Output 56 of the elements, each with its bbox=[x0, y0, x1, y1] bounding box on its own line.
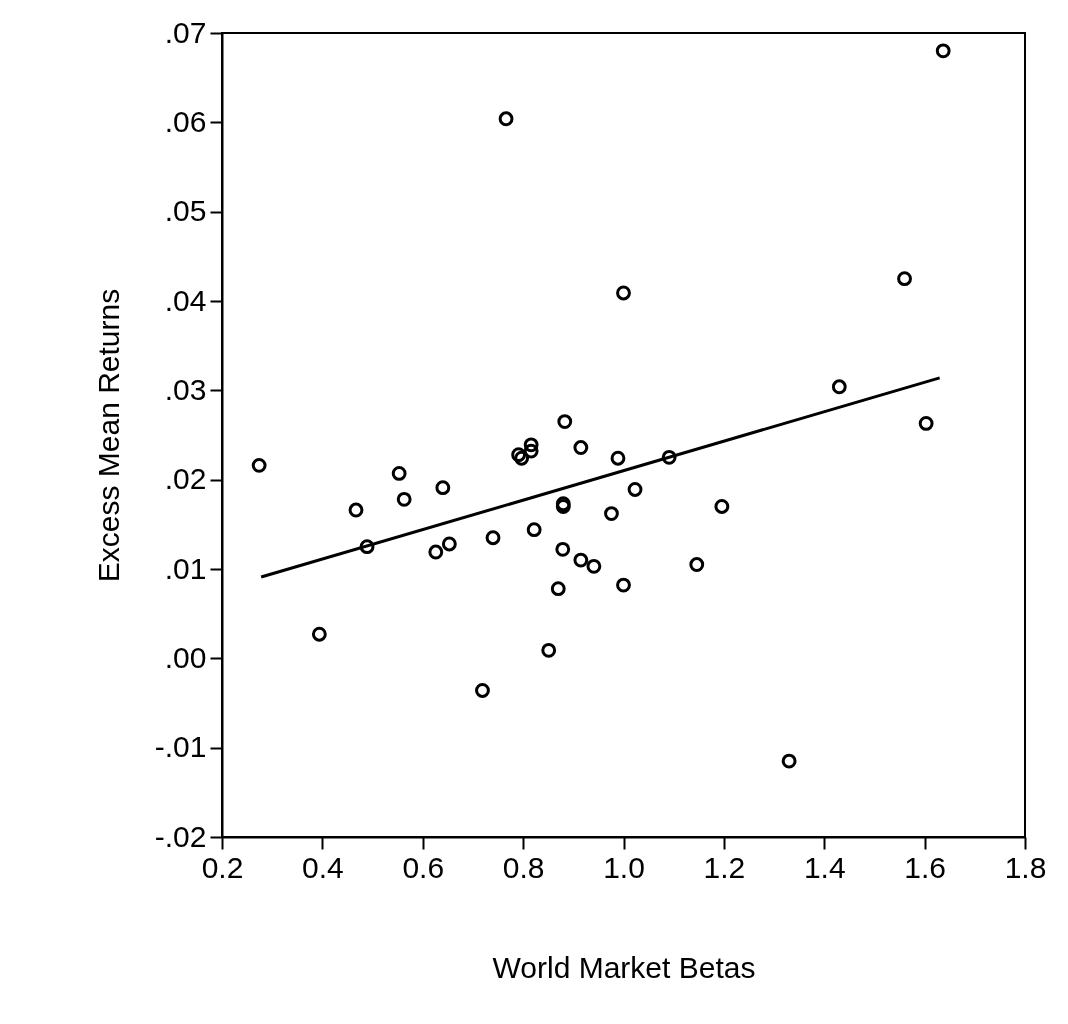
point bbox=[428, 544, 444, 560]
point bbox=[831, 379, 847, 395]
y-tick-label: -.01 bbox=[154, 730, 207, 764]
point bbox=[485, 530, 501, 546]
y-tick-label: .06 bbox=[164, 104, 207, 138]
point bbox=[391, 466, 407, 481]
point bbox=[610, 450, 626, 466]
x-tick-label: 0.4 bbox=[302, 850, 344, 884]
y-tick-label: .03 bbox=[164, 372, 207, 406]
point bbox=[573, 440, 589, 455]
point bbox=[475, 683, 490, 698]
point bbox=[348, 502, 364, 518]
x-tick-label: 1.8 bbox=[1004, 850, 1047, 884]
x-tick-label: 1.0 bbox=[603, 850, 645, 884]
x-axis-title: World Market Betas bbox=[492, 950, 756, 984]
point bbox=[541, 642, 557, 658]
point bbox=[616, 285, 631, 301]
point bbox=[661, 449, 677, 465]
point bbox=[526, 522, 542, 538]
x-tick-label: 1.4 bbox=[803, 850, 846, 884]
y-tick-label: -.02 bbox=[154, 819, 207, 853]
y-tick-label: .07 bbox=[164, 15, 207, 49]
point bbox=[523, 437, 539, 453]
x-tick-label: 1.6 bbox=[904, 850, 946, 884]
point bbox=[435, 480, 451, 496]
point bbox=[523, 443, 539, 459]
y-tick-label: .05 bbox=[164, 194, 207, 228]
point bbox=[897, 271, 912, 287]
point bbox=[311, 626, 327, 642]
point bbox=[498, 111, 514, 127]
point bbox=[627, 482, 643, 497]
y-tick-label: .02 bbox=[164, 462, 207, 496]
point bbox=[557, 414, 573, 429]
y-tick-label: .01 bbox=[164, 551, 207, 585]
x-tick-label: 0.6 bbox=[402, 850, 445, 884]
point bbox=[604, 506, 619, 522]
point bbox=[616, 577, 631, 593]
x-tick-label: 1.2 bbox=[703, 850, 746, 884]
point bbox=[573, 552, 589, 568]
point bbox=[714, 499, 730, 514]
y-tick-label: .04 bbox=[164, 283, 207, 317]
point bbox=[251, 457, 267, 473]
point bbox=[935, 43, 951, 59]
point bbox=[586, 558, 602, 574]
point bbox=[781, 753, 797, 769]
y-tick-label: .00 bbox=[164, 640, 207, 674]
point bbox=[441, 536, 457, 552]
x-tick-label: 0.8 bbox=[502, 850, 545, 884]
x-tick-label: 0.2 bbox=[201, 850, 244, 884]
point bbox=[359, 539, 375, 555]
point bbox=[555, 541, 571, 557]
y-axis-title: Excess Mean Returns bbox=[91, 288, 125, 583]
point bbox=[689, 557, 705, 572]
point bbox=[396, 491, 412, 507]
point bbox=[918, 415, 934, 431]
point bbox=[550, 581, 566, 597]
